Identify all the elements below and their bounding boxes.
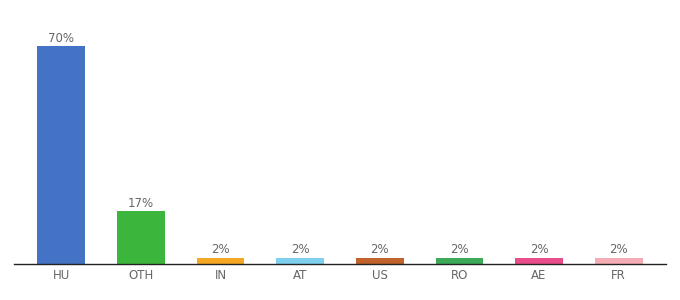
Text: 2%: 2% bbox=[291, 243, 309, 256]
Text: 2%: 2% bbox=[371, 243, 389, 256]
Text: 2%: 2% bbox=[211, 243, 230, 256]
Bar bbox=[276, 258, 324, 264]
Text: 2%: 2% bbox=[609, 243, 628, 256]
Text: 70%: 70% bbox=[48, 32, 74, 45]
Bar bbox=[37, 46, 85, 264]
Bar bbox=[117, 211, 165, 264]
Bar bbox=[515, 258, 563, 264]
Bar bbox=[356, 258, 404, 264]
Text: 2%: 2% bbox=[450, 243, 469, 256]
Text: 17%: 17% bbox=[128, 196, 154, 209]
Bar bbox=[435, 258, 483, 264]
Text: 2%: 2% bbox=[530, 243, 548, 256]
Bar bbox=[595, 258, 643, 264]
Bar bbox=[197, 258, 245, 264]
